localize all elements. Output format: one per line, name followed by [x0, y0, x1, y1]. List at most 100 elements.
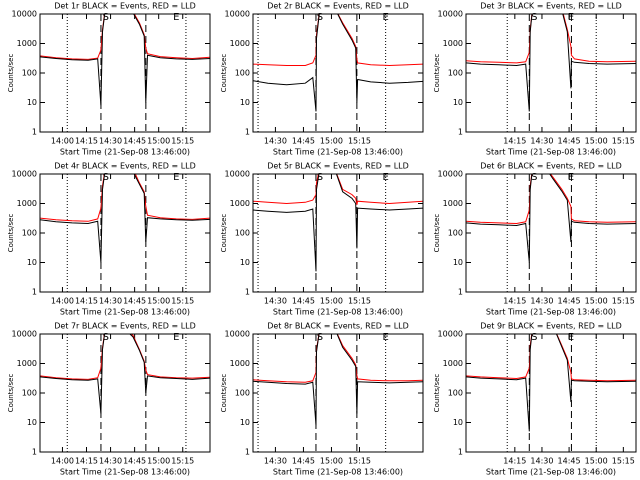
annotation: E — [382, 12, 388, 23]
y-tick-label: 1 — [458, 128, 463, 137]
x-tick-label: 15:15 — [171, 297, 194, 306]
x-tick-label: 15:00 — [585, 457, 608, 466]
y-tick-label: 1 — [458, 448, 463, 457]
x-tick-label: 14:45 — [292, 457, 315, 466]
y-tick-label: 1000 — [230, 359, 250, 368]
x-tick-label: 15:00 — [147, 137, 170, 146]
x-tick-label: 14:30 — [99, 457, 122, 466]
chart-title: Det 1r BLACK = Events, RED = LLD — [54, 2, 196, 11]
y-tick-label: 1000 — [230, 199, 250, 208]
annotation: S — [103, 12, 109, 23]
plot-area — [253, 334, 423, 426]
annotation: S — [531, 332, 537, 343]
panel: Det 9r BLACK = Events, RED = LLD 1 10 100 10… — [433, 322, 637, 477]
x-tick-label: 15:15 — [348, 137, 371, 146]
y-tick-label: 1 — [245, 288, 250, 297]
x-tick-label: 15:00 — [147, 297, 170, 306]
y-tick-label: 10000 — [438, 330, 463, 339]
y-tick-label: 10 — [27, 418, 37, 427]
y-tick-label: 100 — [22, 69, 37, 78]
y-axis-label: Counts/sec — [433, 374, 441, 413]
plot-frame — [465, 173, 637, 293]
chart-title: Det 6r BLACK = Events, RED = LLD — [480, 162, 622, 171]
x-tick-label: 14:45 — [123, 137, 146, 146]
plot-area — [253, 14, 423, 112]
y-tick-label: 10 — [453, 258, 463, 267]
x-tick-label: 14:15 — [75, 137, 98, 146]
annotation: E — [568, 12, 574, 23]
series-line — [466, 174, 636, 263]
annotation: S — [317, 172, 323, 183]
x-axis-label: Start Time (21-Sep-08 13:46:00) — [486, 148, 616, 157]
plot-area — [466, 174, 636, 263]
y-axis-label: Counts/sec — [220, 214, 228, 253]
x-tick-label: 14:00 — [51, 137, 74, 146]
y-tick-label: 1000 — [17, 39, 37, 48]
series-line — [40, 174, 210, 263]
y-tick-label: 1 — [32, 128, 37, 137]
y-tick-label: 10000 — [12, 330, 37, 339]
x-tick-label: 15:15 — [348, 457, 371, 466]
annotation: E — [173, 172, 179, 183]
annotation: E — [568, 172, 574, 183]
x-tick-label: 14:00 — [51, 297, 74, 306]
x-axis-label: Start Time (21-Sep-08 13:46:00) — [60, 308, 190, 317]
y-tick-label: 10 — [240, 258, 250, 267]
x-axis-label: Start Time (21-Sep-08 13:46:00) — [60, 468, 190, 477]
y-tick-label: 10000 — [438, 170, 463, 179]
x-axis-label: Start Time (21-Sep-08 13:46:00) — [486, 308, 616, 317]
series-line — [40, 14, 210, 60]
y-axis-label: Counts/sec — [220, 54, 228, 93]
x-tick-label: 14:30 — [99, 137, 122, 146]
y-tick-label: 10 — [27, 258, 37, 267]
x-tick-label: 15:15 — [171, 137, 194, 146]
y-tick-label: 1000 — [17, 359, 37, 368]
x-tick-label: 14:45 — [292, 297, 315, 306]
x-tick-label: 14:15 — [503, 297, 526, 306]
x-tick-label: 14:45 — [123, 457, 146, 466]
plot-area — [466, 14, 636, 112]
y-tick-label: 10 — [240, 418, 250, 427]
plot-frame — [465, 333, 637, 453]
series-line — [466, 334, 636, 432]
plot-frame — [252, 333, 424, 453]
plot-frame — [252, 173, 424, 293]
annotation: S — [531, 12, 537, 23]
x-tick-label: 15:15 — [612, 297, 635, 306]
y-tick-label: 10000 — [225, 330, 250, 339]
x-axis-label: Start Time (21-Sep-08 13:46:00) — [273, 308, 403, 317]
plot-frame — [252, 13, 424, 133]
panel: Det 4r BLACK = Events, RED = LLD 1 10 100 10… — [7, 162, 211, 317]
x-tick-label: 14:15 — [503, 457, 526, 466]
x-tick-label: 14:15 — [75, 457, 98, 466]
annotation: S — [103, 332, 109, 343]
panel: Det 3r BLACK = Events, RED = LLD 1 10 100 10… — [433, 2, 637, 157]
y-axis-label: Counts/sec — [7, 374, 15, 413]
panel: Det 1r BLACK = Events, RED = LLD 1 10 100 10… — [7, 2, 211, 157]
panel: Det 7r BLACK = Events, RED = LLD 1 10 100 10… — [7, 322, 211, 477]
y-tick-label: 100 — [448, 389, 463, 398]
y-tick-label: 1000 — [17, 199, 37, 208]
x-tick-label: 14:30 — [530, 297, 553, 306]
series-line — [466, 334, 636, 382]
y-tick-label: 10000 — [438, 10, 463, 19]
annotation: S — [103, 172, 109, 183]
y-tick-label: 1 — [245, 448, 250, 457]
y-tick-label: 1 — [32, 448, 37, 457]
y-tick-label: 100 — [235, 389, 250, 398]
plot-frame — [465, 13, 637, 133]
x-tick-label: 14:45 — [123, 297, 146, 306]
x-tick-label: 15:15 — [612, 457, 635, 466]
plot-frame — [39, 333, 211, 453]
series-line — [466, 14, 636, 64]
y-tick-label: 100 — [448, 229, 463, 238]
series-line — [253, 174, 423, 272]
y-tick-label: 100 — [235, 69, 250, 78]
plot-frame — [39, 173, 211, 293]
annotation: E — [173, 12, 179, 23]
series-line — [466, 14, 636, 112]
annotation: S — [531, 172, 537, 183]
x-tick-label: 14:15 — [75, 297, 98, 306]
y-axis-label: Counts/sec — [220, 374, 228, 413]
annotation: E — [382, 172, 388, 183]
